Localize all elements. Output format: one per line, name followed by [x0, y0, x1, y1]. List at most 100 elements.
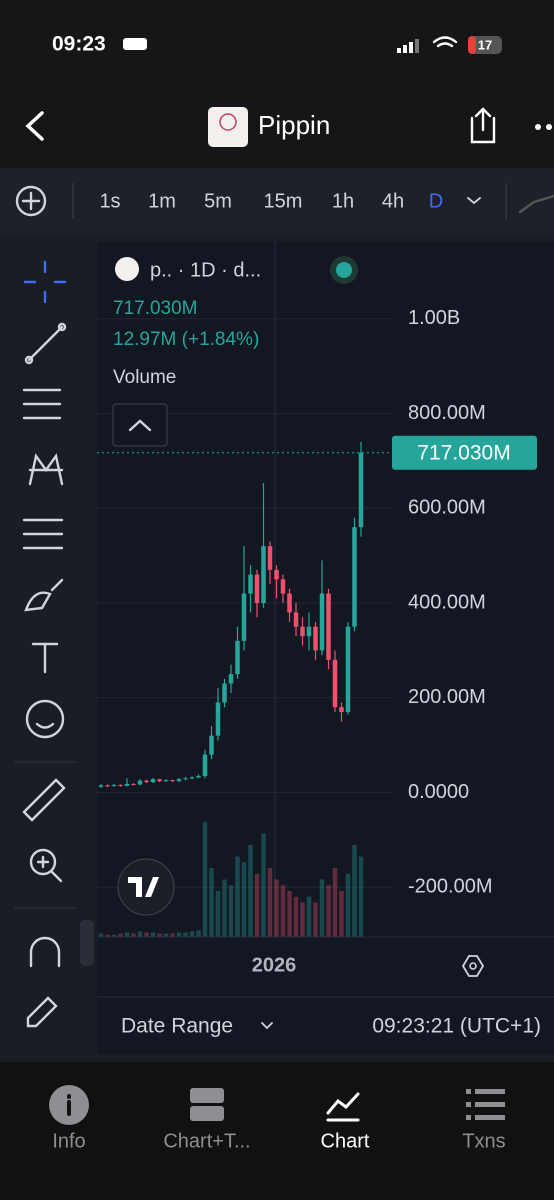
- tab-bar: [0, 1062, 554, 1200]
- tab[interactable]: Info: [52, 1130, 85, 1152]
- date-range-caret: [261, 1022, 273, 1030]
- volume-bar: [105, 934, 110, 937]
- candle-body: [326, 593, 331, 660]
- candle-body: [274, 569, 279, 580]
- volume-bar: [137, 931, 143, 937]
- volume-bar: [352, 845, 357, 937]
- volume-bar: [209, 868, 214, 937]
- more-button[interactable]: [535, 124, 552, 130]
- candle-body: [358, 452, 364, 528]
- toolbar: [0, 168, 554, 234]
- candle-body: [157, 779, 162, 782]
- interval-button[interactable]: 5m: [204, 190, 232, 212]
- volume-bar: [111, 934, 117, 937]
- back-button[interactable]: [25, 111, 44, 141]
- volume-bar: [248, 845, 253, 937]
- last-price-box: [392, 435, 537, 470]
- share-button[interactable]: [470, 107, 496, 144]
- candle-body: [137, 780, 143, 785]
- candle-body: [300, 626, 305, 637]
- live-dot: [336, 262, 352, 278]
- interval-button[interactable]: 4h: [382, 190, 404, 212]
- candle-body: [98, 785, 104, 787]
- y-tick-label: 800.00M: [408, 402, 486, 424]
- y-tick-label: 600.00M: [408, 497, 486, 519]
- interval-button[interactable]: 1m: [148, 190, 176, 212]
- volume-bar: [118, 933, 123, 937]
- y-tick-label: -200.00M: [408, 876, 493, 898]
- interval-button[interactable]: 1s: [99, 190, 120, 212]
- volume-bar: [300, 902, 305, 937]
- interval-dropdown[interactable]: [467, 197, 481, 205]
- tab[interactable]: Chart: [321, 1130, 370, 1152]
- chart-type[interactable]: [518, 194, 554, 214]
- candle-body: [209, 735, 214, 755]
- candle-body: [118, 784, 123, 786]
- volume-bar: [235, 856, 240, 937]
- candle-body: [150, 779, 156, 783]
- legend-logo: [115, 257, 139, 281]
- candle-body: [261, 546, 266, 604]
- header-bg: [0, 0, 554, 168]
- date-range-button[interactable]: Date Range: [121, 1015, 233, 1038]
- tv-mark: [128, 877, 159, 897]
- candle-body: [306, 626, 312, 637]
- legend-symbol: p.. · 1D · d...: [150, 259, 261, 281]
- legend-change: 12.97M (+1.84%): [113, 329, 259, 350]
- chart-trades-icon: [190, 1088, 224, 1121]
- y-tick-label: 1.00B: [408, 307, 460, 329]
- candle-body: [293, 612, 299, 627]
- chart-icon: [326, 1092, 360, 1122]
- candle-body: [105, 785, 110, 787]
- token-logo: [208, 107, 248, 147]
- volume-bar: [202, 822, 208, 937]
- volume-bar: [358, 856, 364, 937]
- battery: [468, 36, 502, 54]
- candle-body: [241, 593, 247, 641]
- volume-bar: [254, 873, 260, 937]
- battery-text: 17: [478, 37, 492, 52]
- interval-button[interactable]: D: [429, 190, 443, 212]
- tab[interactable]: Txns: [462, 1130, 505, 1152]
- volume-bar: [332, 868, 338, 937]
- tv-logo[interactable]: [117, 858, 175, 916]
- volume-bar: [189, 931, 195, 937]
- interval-button[interactable]: 1h: [332, 190, 354, 212]
- candle-body: [202, 754, 208, 776]
- add-indicator[interactable]: [15, 185, 47, 217]
- candle-body: [222, 683, 227, 703]
- candle-body: [332, 659, 338, 708]
- candle-body: [280, 579, 286, 594]
- volume-bar: [98, 933, 104, 937]
- candle-body: [235, 640, 240, 675]
- tab[interactable]: Chart+T...: [163, 1130, 250, 1152]
- volume-bar: [326, 885, 331, 937]
- candle-body: [267, 546, 273, 570]
- collapse-legend[interactable]: [112, 403, 168, 447]
- token-title: Pippin: [258, 110, 330, 140]
- volume-bar: [280, 885, 286, 937]
- volume-bar: [196, 930, 201, 937]
- candle-body: [313, 626, 318, 651]
- legend-price: 717.030M: [113, 298, 198, 319]
- candle-body: [345, 626, 351, 712]
- axis-settings[interactable]: [461, 955, 485, 977]
- settings-dot: [469, 962, 477, 970]
- volume-bar: [274, 879, 279, 937]
- txns-icon: [466, 1089, 505, 1120]
- volume-bar: [144, 932, 149, 937]
- volume-bar: [306, 896, 312, 937]
- candle-body: [124, 783, 130, 786]
- candle-body: [352, 527, 357, 627]
- volume-bar: [267, 868, 273, 937]
- interval-button[interactable]: 15m: [264, 190, 303, 212]
- volume-label: Volume: [113, 367, 176, 388]
- candle-body: [163, 780, 169, 782]
- collapse-toolbar[interactable]: [80, 920, 94, 966]
- volume-bar: [345, 873, 351, 937]
- last-price-label: 717.030M: [417, 441, 510, 464]
- candle-body: [254, 574, 260, 604]
- candle-body: [111, 784, 117, 786]
- volume-bar: [293, 896, 299, 937]
